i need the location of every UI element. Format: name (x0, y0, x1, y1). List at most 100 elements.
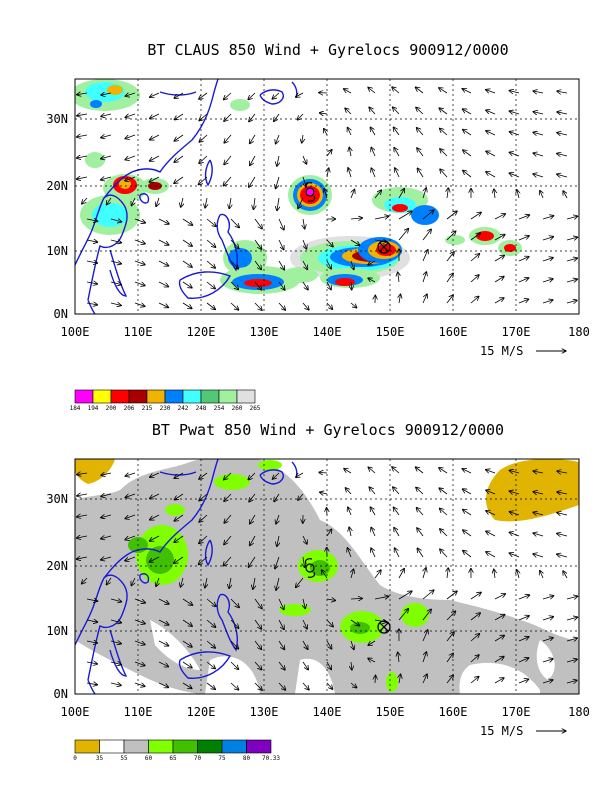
wind-arrow-icon (320, 492, 328, 494)
colorbar-tick-label: 242 (178, 405, 189, 412)
wind-arrow-icon (557, 513, 568, 515)
wind-arrow-icon (101, 177, 112, 180)
colorbar-tick-label: 248 (196, 405, 207, 412)
wind-arrow-icon (439, 108, 448, 115)
top-panel-title: BT CLAUS 850 Wind + Gyrelocs 900912/0000 (147, 41, 508, 59)
wind-arrow-icon (125, 556, 136, 561)
wind-arrow-icon (446, 273, 453, 283)
wind-arrow-icon (205, 577, 207, 588)
wind-arrow-icon (566, 258, 578, 261)
wind-arrow-icon (416, 508, 424, 516)
wind-arrow-icon (296, 577, 304, 588)
wind-arrow-icon (368, 87, 376, 94)
wind-arrow-icon (254, 598, 262, 609)
wind-arrow-icon (110, 240, 122, 243)
wind-arrow-icon (517, 570, 519, 579)
circled-x-marker-icon (377, 240, 391, 254)
wind-arrow-icon (566, 680, 577, 683)
wind-arrow-icon (274, 113, 280, 122)
wind-arrow-icon (77, 473, 88, 475)
wind-arrow-icon (254, 682, 262, 690)
wind-arrow-icon (199, 493, 208, 501)
wind-arrow-icon (542, 258, 553, 261)
wind-arrow-icon (182, 281, 192, 288)
wind-arrow-icon (350, 218, 363, 219)
wind-arrow-icon (557, 153, 568, 156)
wind-arrow-icon (276, 134, 280, 144)
wind-arrow-icon (463, 129, 472, 136)
lat-label: 0N (54, 307, 68, 321)
wind-arrow-icon (344, 469, 352, 474)
wind-arrow-icon (77, 93, 88, 95)
wind-arrow-icon (274, 493, 280, 502)
reference-vector-label: 15 M/S (480, 344, 523, 358)
wind-arrow-icon (206, 682, 215, 689)
wind-arrow-icon (254, 302, 262, 310)
wind-arrow-icon (319, 472, 328, 473)
wind-arrow-icon (470, 613, 480, 621)
lon-label: 110E (124, 705, 153, 719)
wind-arrow-icon (254, 218, 262, 229)
wind-arrow-icon (486, 511, 496, 516)
wind-arrow-icon (542, 617, 554, 621)
wind-arrow-icon (509, 91, 520, 94)
wind-arrow-icon (254, 661, 262, 670)
wind-arrow-icon (174, 493, 184, 500)
wind-arrow-icon (368, 640, 376, 645)
wind-arrow-icon (446, 295, 453, 304)
wind-arrow-icon (509, 152, 520, 157)
colorbar-swatch (218, 389, 238, 404)
bottom-panel: BT Pwat 850 Wind + Gyrelocs 900912/0000 (46, 421, 590, 762)
wind-arrow-icon (494, 635, 505, 642)
wind-arrow-icon (518, 257, 529, 262)
colorbar-tick-label: 65 (169, 755, 177, 762)
wind-arrow-icon (486, 531, 496, 537)
wind-arrow-icon (463, 550, 472, 558)
wind-arrow-icon (199, 92, 208, 99)
wind-arrow-icon (303, 598, 305, 609)
wind-arrow-icon (134, 281, 145, 286)
wind-arrow-icon (462, 469, 472, 474)
wind-arrow-icon (422, 272, 427, 283)
wind-arrow-icon (540, 190, 543, 199)
wind-arrow-icon (321, 570, 328, 579)
wind-arrow-icon (509, 132, 520, 135)
wind-arrow-icon (134, 661, 145, 666)
colorbar-tick-label: 200 (106, 405, 117, 412)
wind-arrow-icon (278, 640, 285, 650)
wind-arrow-icon (509, 532, 520, 537)
wind-arrow-icon (86, 240, 98, 242)
wind-arrow-icon (557, 471, 568, 473)
colorbar-swatch (74, 389, 94, 404)
wind-arrow-icon (422, 590, 434, 600)
top-wind-vectors (76, 87, 578, 311)
wind-arrow-icon (518, 299, 529, 304)
bottom-lat-labels: 0N 10N 20N 30N (46, 492, 68, 701)
wind-arrow-icon (101, 536, 112, 539)
wind-arrow-icon (398, 229, 409, 241)
wind-arrow-icon (199, 472, 208, 479)
wind-arrow-icon (462, 89, 472, 94)
wind-arrow-icon (125, 93, 136, 96)
wind-arrow-icon (566, 659, 577, 662)
top-lon-labels: 100E 110E 120E 130E 140E 150E 160E 170E … (61, 325, 590, 339)
wind-arrow-icon (370, 127, 376, 136)
wind-arrow-icon (439, 488, 448, 495)
colorbar-tick-label: 60 (145, 755, 153, 762)
wind-arrow-icon (199, 514, 208, 522)
wind-arrow-icon (351, 569, 354, 579)
wind-arrow-icon (224, 535, 232, 545)
wind-arrow-icon (398, 591, 412, 600)
wind-arrow-icon (533, 153, 544, 156)
wind-arrow-icon (446, 591, 457, 600)
wind-arrow-icon (470, 212, 481, 220)
colorbar-tick-label: 75 (218, 755, 226, 762)
wind-arrow-icon (326, 661, 331, 670)
colorbar-swatch (99, 739, 125, 754)
wind-arrow-icon (509, 512, 520, 515)
wind-arrow-icon (416, 107, 424, 115)
colorbar-swatch (74, 739, 100, 754)
wind-arrow-icon (542, 638, 553, 641)
wind-arrow-icon (470, 634, 480, 642)
wind-arrow-icon (348, 168, 351, 178)
